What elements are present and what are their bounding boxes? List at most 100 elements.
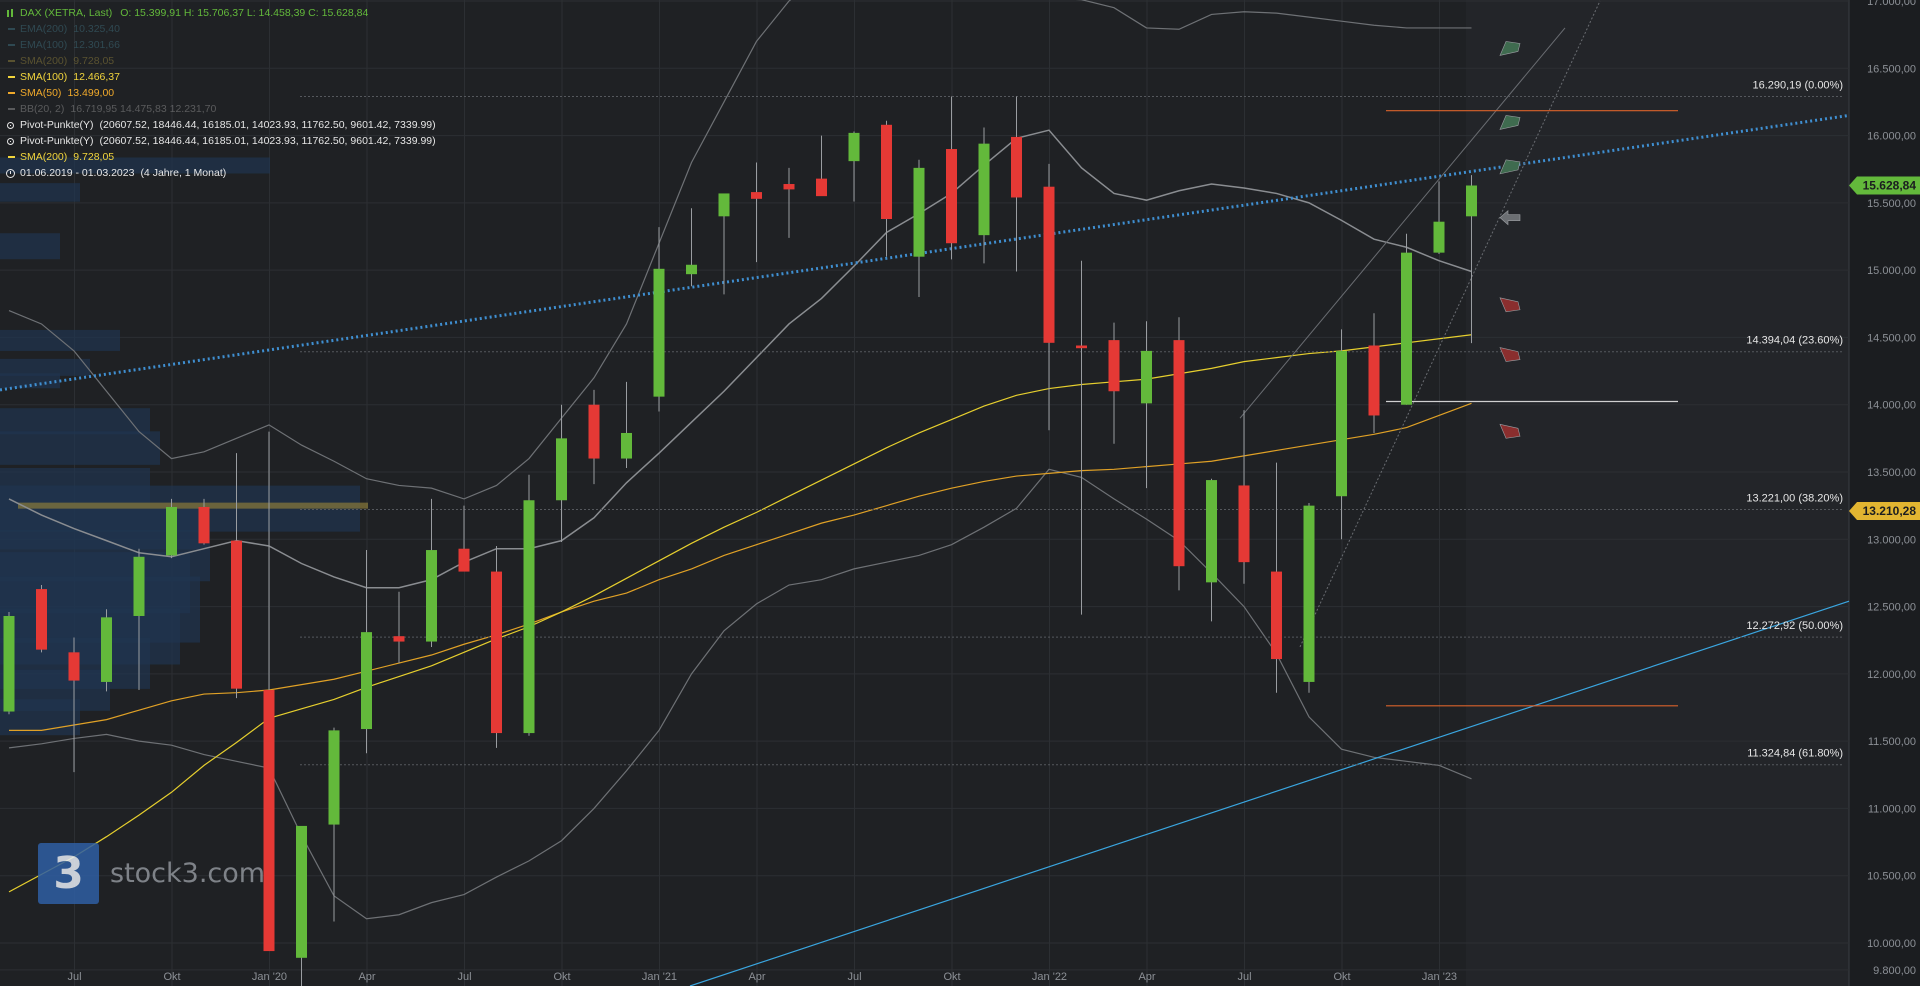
candle-body[interactable]	[328, 730, 340, 825]
legend-label: BB(20, 2)	[20, 103, 65, 115]
candle-body[interactable]	[783, 184, 795, 190]
candle-body[interactable]	[3, 615, 15, 712]
legend-label: EMA(200)	[20, 23, 68, 35]
legend-row[interactable]: SMA(50) 13.499,00	[6, 85, 436, 101]
candle-body[interactable]	[978, 143, 990, 236]
x-tick-label: Jan '22	[1032, 971, 1067, 983]
volume-profile-bar	[0, 408, 150, 435]
candle-body[interactable]	[523, 500, 535, 734]
candle-body[interactable]	[426, 550, 437, 642]
candle-body[interactable]	[296, 825, 307, 958]
candle-body[interactable]	[1336, 350, 1347, 497]
candle-body[interactable]	[1368, 345, 1380, 416]
candle-body[interactable]	[231, 540, 242, 689]
legend-value: 10.325,40	[73, 23, 120, 35]
line-swatch-icon	[8, 156, 15, 158]
signal-arrow-icon	[1499, 41, 1521, 56]
candle-body[interactable]	[1173, 340, 1185, 567]
y-tick-label: 15.000,00	[1867, 265, 1916, 277]
legend-row[interactable]: EMA(100) 12.301,66	[6, 37, 436, 53]
candle-body[interactable]	[751, 192, 762, 199]
candle-body[interactable]	[718, 193, 730, 217]
candle-body[interactable]	[816, 178, 827, 197]
candle-body[interactable]	[686, 264, 697, 275]
candle-body[interactable]	[881, 124, 892, 220]
volume-profile-bar	[0, 329, 120, 351]
candle-body[interactable]	[101, 617, 112, 682]
candle-body[interactable]	[1011, 136, 1022, 198]
volume-profile-bar	[0, 183, 80, 202]
legend-row[interactable]: Pivot-Punkte(Y) (20607.52, 18446.44, 1618…	[6, 117, 436, 133]
candle-body[interactable]	[361, 632, 372, 730]
price-axis-background	[1849, 0, 1920, 986]
candle-body[interactable]	[198, 506, 210, 544]
legend-value: 16.719,95 14.475,83 12.231,70	[70, 103, 217, 115]
candle-body[interactable]	[621, 432, 632, 459]
legend-row[interactable]: Pivot-Punkte(Y) (20607.52, 18446.44, 1618…	[6, 133, 436, 149]
candle-body[interactable]	[491, 571, 502, 734]
candle-body[interactable]	[36, 589, 47, 650]
legend-row[interactable]: 01.06.2019 - 01.03.2023 (4 Jahre, 1 Monat…	[6, 165, 436, 181]
y-tick-label: 10.000,00	[1867, 938, 1916, 950]
candle-body[interactable]	[1401, 252, 1412, 405]
x-tick-label: Okt	[163, 971, 180, 983]
signal-arrow-icon	[1499, 209, 1521, 226]
legend-row[interactable]: SMA(200) 9.728,05	[6, 53, 436, 69]
candle-body[interactable]	[848, 132, 860, 162]
candle-body[interactable]	[1108, 340, 1120, 392]
candle-body[interactable]	[263, 690, 275, 952]
sma100-line	[8, 334, 1472, 893]
x-tick-label: Jul	[847, 971, 861, 983]
candle-body[interactable]	[556, 438, 567, 501]
legend-label: 01.06.2019 - 01.03.2023	[20, 167, 135, 179]
candle-body[interactable]	[1433, 221, 1445, 253]
line-swatch-icon	[8, 44, 15, 46]
channel-line-1	[1299, 0, 1601, 648]
x-tick-label: Okt	[1333, 971, 1350, 983]
line-swatch-icon	[8, 60, 15, 62]
candle-body[interactable]	[133, 556, 145, 616]
y-tick-label: 9.800,00	[1873, 965, 1916, 977]
candle-body[interactable]	[166, 506, 177, 556]
candle-body[interactable]	[653, 268, 665, 397]
legend-row[interactable]: BB(20, 2) 16.719,95 14.475,83 12.231,70	[6, 101, 436, 117]
legend-label: SMA(200)	[20, 151, 68, 163]
legend-row[interactable]: EMA(200) 10.325,40	[6, 21, 436, 37]
candle-body[interactable]	[913, 167, 925, 257]
legend-label: SMA(100)	[20, 71, 68, 83]
candle-body[interactable]	[1206, 480, 1217, 583]
candle-body[interactable]	[1238, 485, 1250, 563]
y-tick-label: 14.000,00	[1867, 400, 1916, 412]
fib-level-label: 13.221,00 (38.20%)	[1746, 493, 1843, 505]
legend-value: 13.499,00	[67, 87, 115, 99]
y-tick-label: 11.000,00	[1868, 803, 1916, 815]
x-tick-label: Jul	[457, 971, 471, 983]
candle-body[interactable]	[458, 548, 470, 572]
candle-body[interactable]	[588, 404, 600, 459]
y-tick-label: 12.500,00	[1867, 602, 1916, 614]
candle-body[interactable]	[1303, 505, 1315, 682]
pivot-trend-dotted-line	[0, 113, 1850, 392]
candle-body[interactable]	[1141, 350, 1152, 404]
candle-body[interactable]	[68, 652, 80, 681]
y-tick-label: 15.500,00	[1867, 198, 1916, 210]
y-tick-label: 13.000,00	[1867, 534, 1916, 546]
legend-row[interactable]: SMA(200) 9.728,05	[6, 149, 436, 165]
stock3-logo-mark: 3	[38, 843, 99, 904]
pivot-icon	[7, 121, 14, 129]
channel-line-2	[1239, 27, 1566, 419]
price-tag	[1849, 176, 1920, 195]
candle-body[interactable]	[946, 149, 957, 244]
line-swatch-icon	[8, 92, 15, 94]
legend-value: (20607.52, 18446.44, 16185.01, 14023.93,…	[99, 135, 436, 147]
legend-row[interactable]: SMA(100) 12.466,37	[6, 69, 436, 85]
candle-body[interactable]	[1076, 345, 1087, 349]
fib-level-label: 14.394,04 (23.60%)	[1746, 335, 1843, 347]
candle-body[interactable]	[393, 636, 405, 642]
candle-body[interactable]	[1043, 186, 1055, 343]
candle-body[interactable]	[1466, 185, 1477, 217]
candle-body[interactable]	[1271, 571, 1282, 660]
bollinger-lower-line	[8, 468, 1472, 920]
line-swatch-icon	[8, 108, 15, 110]
